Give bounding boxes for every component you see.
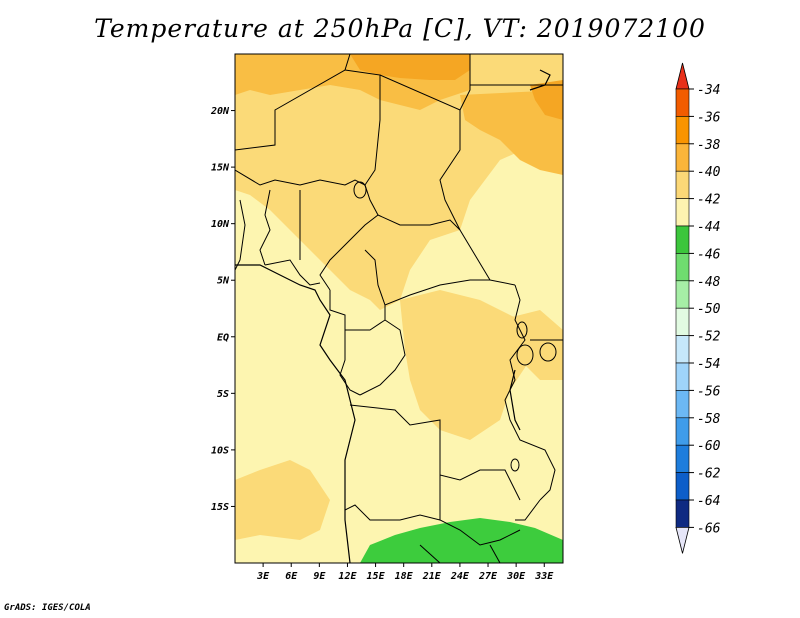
field-minus-44: [360, 518, 563, 563]
lon-tick-label: 6E: [285, 571, 298, 582]
lon-tick-label: 30E: [506, 571, 526, 582]
lat-tick-label: 20N: [210, 106, 230, 117]
colorbar-label: -60: [697, 439, 721, 454]
field-minus-38: [235, 54, 563, 175]
footer-credit: GrADS: IGES/COLA: [4, 603, 91, 613]
field-minus-40: [235, 54, 563, 540]
colorbar-swatch: [675, 444, 690, 473]
lon-tick-label: 27E: [478, 571, 498, 582]
colorbar-swatch: [675, 253, 690, 282]
lat-tick-label: 10S: [211, 445, 229, 456]
colorbar-label: -46: [697, 247, 721, 262]
lat-tick-label: 5N: [217, 276, 230, 287]
colorbar-label: -44: [697, 220, 720, 235]
colorbar-label: -62: [697, 467, 721, 482]
lat-axis: 20N 15N 10N 5N EQ 5S 10S 15S: [210, 106, 235, 513]
colorbar-label: -64: [697, 494, 720, 509]
colorbar-label: -52: [697, 330, 721, 345]
lon-tick-label: 21E: [422, 571, 442, 582]
lon-tick-label: 24E: [450, 571, 470, 582]
colorbar-bottom-arrow: [675, 527, 690, 554]
lon-axis: 3E 6E 9E 12E 15E 18E 21E 24E 27E 30E 33E: [256, 563, 554, 582]
lat-tick-label: 10N: [211, 219, 230, 230]
colorbar-label: -58: [697, 412, 721, 427]
lon-tick-label: 3E: [256, 571, 270, 582]
country-borders: [235, 54, 563, 563]
lon-tick-label: 15E: [367, 571, 386, 582]
colorbar-label: -38: [697, 138, 721, 153]
lat-tick-label: EQ: [217, 332, 229, 343]
colorbar-swatch: [675, 280, 690, 309]
lat-tick-label: 15S: [211, 502, 229, 513]
colorbar-swatch: [675, 198, 690, 227]
colorbar-swatch: [675, 362, 690, 391]
colorbar-swatch: [675, 472, 690, 501]
colorbar-label: -54: [697, 357, 720, 372]
lat-tick-label: 15N: [211, 163, 230, 174]
lon-tick-label: 12E: [338, 571, 357, 582]
chart-title: Temperature at 250hPa [C], VT: 201907210…: [94, 14, 706, 43]
colorbar-label: -34: [697, 83, 720, 98]
colorbar-label: -66: [697, 521, 721, 536]
lon-tick-label: 33E: [534, 571, 554, 582]
colorbar-swatch: [675, 307, 690, 336]
colorbar-swatch: [675, 390, 690, 419]
colorbar: -34 -36 -38 -40 -42 -44 -46 -48 -50 -52 -54 -56 -58 -…: [675, 62, 721, 554]
lon-tick-label: 18E: [395, 571, 414, 582]
field-minus-36: [350, 54, 563, 120]
temperature-field: [235, 54, 563, 563]
colorbar-label: -48: [697, 275, 721, 290]
lon-tick-label: 9E: [313, 571, 326, 582]
colorbar-label: -40: [697, 165, 721, 180]
coastline: [235, 69, 551, 563]
colorbar-swatch: [675, 417, 690, 446]
colorbar-label: -50: [697, 302, 721, 317]
colorbar-swatch: [675, 116, 690, 145]
colorbar-top-arrow: [675, 62, 690, 90]
map-frame: [234, 53, 564, 564]
colorbar-swatch: [675, 499, 690, 528]
colorbar-swatch: [675, 170, 690, 199]
lakes: [353, 181, 557, 472]
colorbar-label: -42: [697, 193, 721, 208]
lat-tick-label: 5S: [217, 389, 229, 400]
colorbar-swatch: [675, 335, 690, 364]
colorbar-swatch: [675, 225, 690, 254]
colorbar-swatch: [675, 143, 690, 172]
colorbar-swatch: [675, 88, 690, 117]
colorbar-label: -36: [697, 110, 721, 125]
colorbar-label: -56: [697, 384, 721, 399]
